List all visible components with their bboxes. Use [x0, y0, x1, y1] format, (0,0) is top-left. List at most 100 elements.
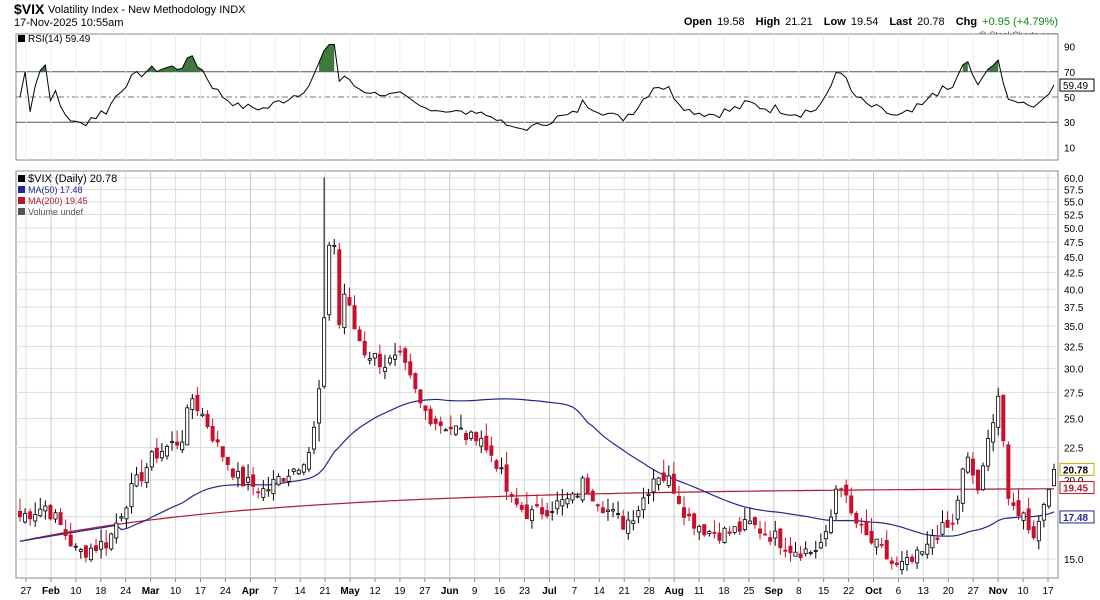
- candle-body: [403, 348, 408, 363]
- candle: [656, 476, 661, 491]
- candle-body: [681, 507, 686, 518]
- candle-body: [905, 557, 910, 565]
- candle-body: [783, 549, 788, 552]
- candle: [175, 430, 180, 450]
- candle: [73, 543, 78, 551]
- candle-body: [763, 533, 768, 536]
- x-tick-label: 14: [594, 586, 606, 597]
- candle-body: [555, 500, 560, 510]
- price-panel: 60.057.5 55.0 52.5 50.0 47.5 45.0 42.5 40.0 37.5…: [15, 170, 1095, 579]
- candle-body: [190, 398, 195, 410]
- candle: [215, 430, 220, 447]
- candle-body: [48, 504, 53, 520]
- candle-body: [418, 389, 423, 404]
- candle-body: [149, 451, 154, 468]
- candle-body: [778, 528, 783, 549]
- candle: [570, 491, 575, 504]
- candle: [869, 518, 874, 545]
- candle: [859, 517, 864, 534]
- x-tick-label: 7: [272, 586, 278, 597]
- candle-body: [514, 498, 519, 505]
- x-tick-label: Mar: [142, 586, 160, 597]
- candle-body: [986, 438, 991, 467]
- candle: [560, 488, 565, 516]
- candle: [53, 509, 58, 523]
- candle: [1036, 515, 1041, 550]
- candle-body: [109, 533, 114, 550]
- candle: [773, 520, 778, 546]
- rsi-tick-label: 10: [1064, 143, 1076, 154]
- candle: [707, 529, 712, 537]
- candle: [889, 556, 894, 570]
- candle-body: [509, 493, 514, 497]
- candle: [119, 513, 124, 522]
- candle: [540, 498, 545, 520]
- candle: [783, 537, 788, 558]
- candle: [1001, 394, 1006, 447]
- candle-body: [296, 469, 301, 475]
- candle: [271, 470, 276, 501]
- candle: [580, 475, 585, 503]
- candle-body: [144, 467, 149, 484]
- legend-swatch: [18, 186, 25, 193]
- candle: [423, 405, 428, 421]
- candle-body: [575, 495, 580, 498]
- candle-body: [382, 367, 387, 372]
- candle: [94, 538, 99, 553]
- candle: [879, 538, 884, 549]
- candle: [200, 407, 205, 418]
- candle: [58, 508, 63, 526]
- candle-body: [595, 504, 600, 507]
- candle: [874, 538, 879, 555]
- candle-body: [722, 527, 727, 543]
- candle: [418, 388, 423, 408]
- candle-body: [844, 484, 849, 496]
- x-tick-label: 14: [295, 586, 307, 597]
- candle-body: [301, 464, 306, 473]
- candle-body: [605, 509, 610, 512]
- candle-body: [930, 535, 935, 549]
- candle-body: [981, 465, 986, 491]
- candle-body: [393, 354, 398, 360]
- high-value: 21.21: [785, 16, 813, 28]
- candle-body: [849, 495, 854, 514]
- candle: [828, 509, 833, 535]
- candle: [651, 469, 656, 502]
- candle: [403, 346, 408, 371]
- candle-body: [666, 475, 671, 486]
- candle: [377, 344, 382, 375]
- legend-swatch: [18, 175, 25, 182]
- candle-body: [823, 531, 828, 540]
- chg-value: +0.95 (+4.79%): [982, 16, 1058, 28]
- rsi-legend-swatch: [18, 35, 25, 42]
- candle: [910, 553, 915, 564]
- candle-body: [362, 340, 367, 356]
- candle: [433, 415, 438, 431]
- candle-body: [484, 435, 489, 451]
- candle-body: [996, 395, 1001, 428]
- candle: [940, 510, 945, 536]
- candle-body: [494, 460, 499, 469]
- candle: [499, 457, 504, 475]
- candle-body: [570, 493, 575, 501]
- candle-body: [53, 512, 58, 520]
- candle-body: [17, 510, 22, 518]
- candle-body: [631, 520, 636, 524]
- candle: [241, 464, 246, 487]
- price-legend-item: MA(200) 19.45: [28, 196, 88, 206]
- candle-body: [818, 542, 823, 549]
- x-tick-label: 21: [320, 586, 332, 597]
- candle: [1052, 463, 1057, 487]
- candle: [225, 456, 230, 471]
- rsi-overbought-fill: [319, 44, 335, 72]
- candle-body: [225, 456, 230, 466]
- candle: [205, 410, 210, 430]
- candle-body: [540, 507, 545, 515]
- candle-body: [955, 499, 960, 520]
- candle-body: [661, 472, 666, 481]
- candle: [469, 430, 474, 441]
- candle-body: [641, 497, 646, 511]
- candle: [823, 524, 828, 547]
- price-legend-item: $VIX (Daily) 20.78: [28, 173, 117, 185]
- candle: [124, 505, 129, 528]
